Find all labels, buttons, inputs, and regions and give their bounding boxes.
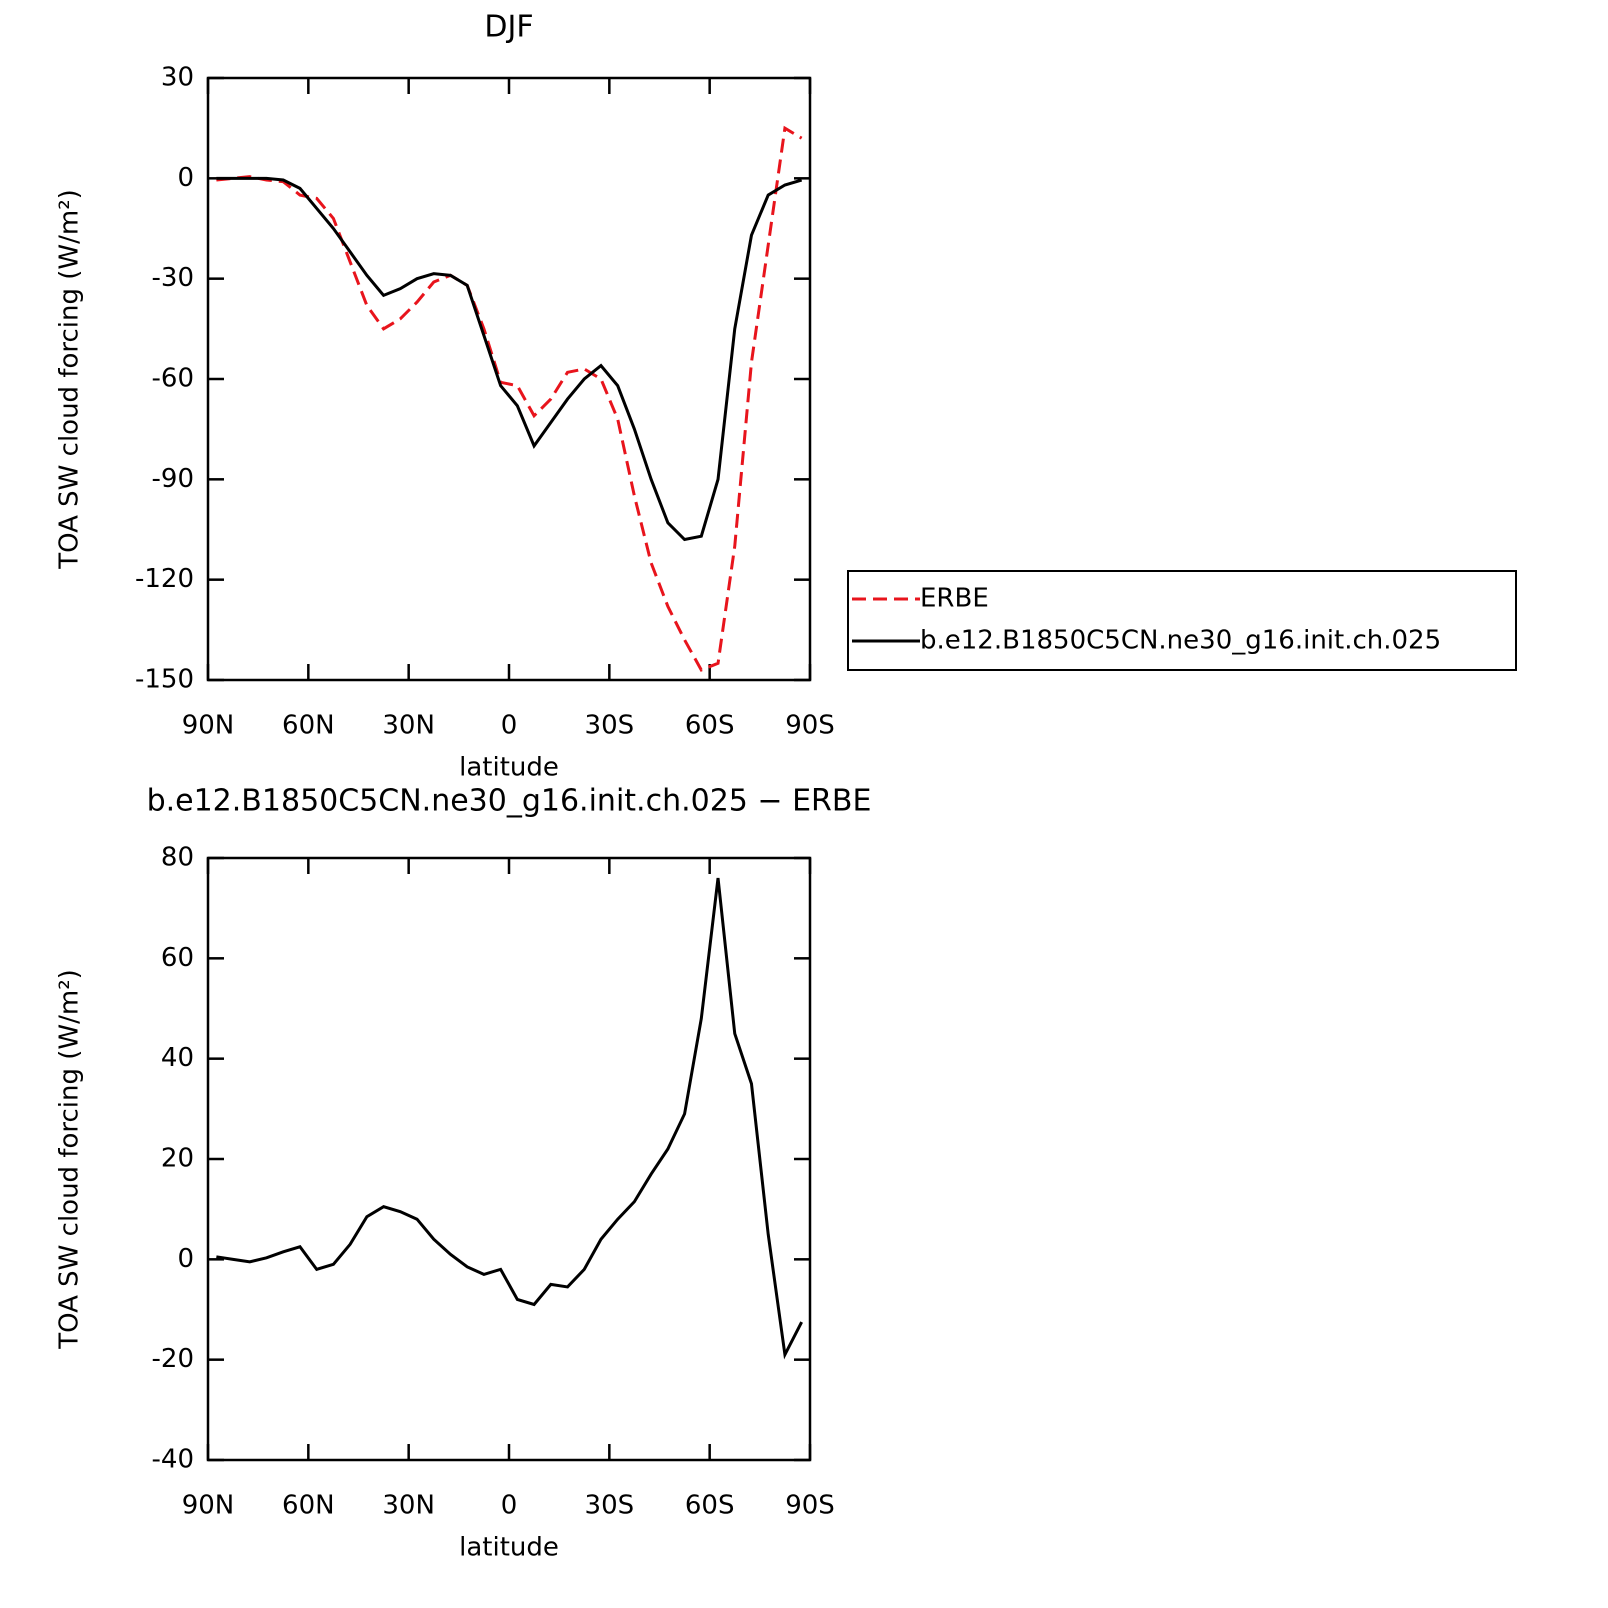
y-tick-label: -90 <box>152 464 194 494</box>
x-axis-label: latitude <box>459 1533 559 1563</box>
y-tick-label: 0 <box>177 1244 194 1274</box>
y-axis-label: TOA SW cloud forcing (W/m²) <box>55 969 85 1350</box>
x-tick-label: 90S <box>785 1491 835 1521</box>
x-tick-label: 60N <box>282 711 335 741</box>
y-tick-label: -30 <box>152 263 194 293</box>
x-axis-label: latitude <box>459 753 559 783</box>
y-tick-label: 30 <box>161 63 194 93</box>
x-tick-label: 30S <box>585 711 635 741</box>
y-tick-label: -20 <box>152 1344 194 1374</box>
x-tick-label: 0 <box>501 1491 518 1521</box>
plot-frame <box>206 76 812 682</box>
legend: ERBE b.e12.B1850C5CN.ne30_g16.init.ch.025 <box>847 570 1517 671</box>
y-tick-label: -150 <box>135 665 194 695</box>
y-tick-label: -60 <box>152 364 194 394</box>
legend-box <box>847 570 1517 671</box>
y-tick-label: 0 <box>177 163 194 193</box>
x-tick-label: 60N <box>282 1491 335 1521</box>
data-line <box>216 176 803 542</box>
legend-label: b.e12.B1850C5CN.ne30_g16.init.ch.025 <box>920 626 1441 656</box>
y-tick-label: 60 <box>161 943 194 973</box>
chart-title: DJF <box>484 10 533 45</box>
x-tick-label: 30N <box>382 1491 435 1521</box>
x-tick-label: 90S <box>785 711 835 741</box>
plot-frame <box>206 856 812 1462</box>
x-tick-label: 60S <box>685 1491 735 1521</box>
y-tick-label: 20 <box>161 1144 194 1174</box>
y-axis-label: TOA SW cloud forcing (W/m²) <box>55 189 85 570</box>
x-tick-label: 0 <box>501 711 518 741</box>
y-tick-label: 80 <box>161 843 194 873</box>
data-line <box>216 125 803 672</box>
x-tick-label: 60S <box>685 711 735 741</box>
x-tick-label: 30N <box>382 711 435 741</box>
legend-label: ERBE <box>920 584 989 614</box>
data-line <box>216 877 803 1360</box>
y-tick-label: -120 <box>135 564 194 594</box>
chart-title: b.e12.B1850C5CN.ne30_g16.init.ch.025 − E… <box>147 784 872 819</box>
y-tick-label: 40 <box>161 1043 194 1073</box>
y-tick-label: -40 <box>152 1445 194 1475</box>
x-tick-label: 90N <box>182 1491 235 1521</box>
x-tick-label: 30S <box>585 1491 635 1521</box>
x-tick-label: 90N <box>182 711 235 741</box>
